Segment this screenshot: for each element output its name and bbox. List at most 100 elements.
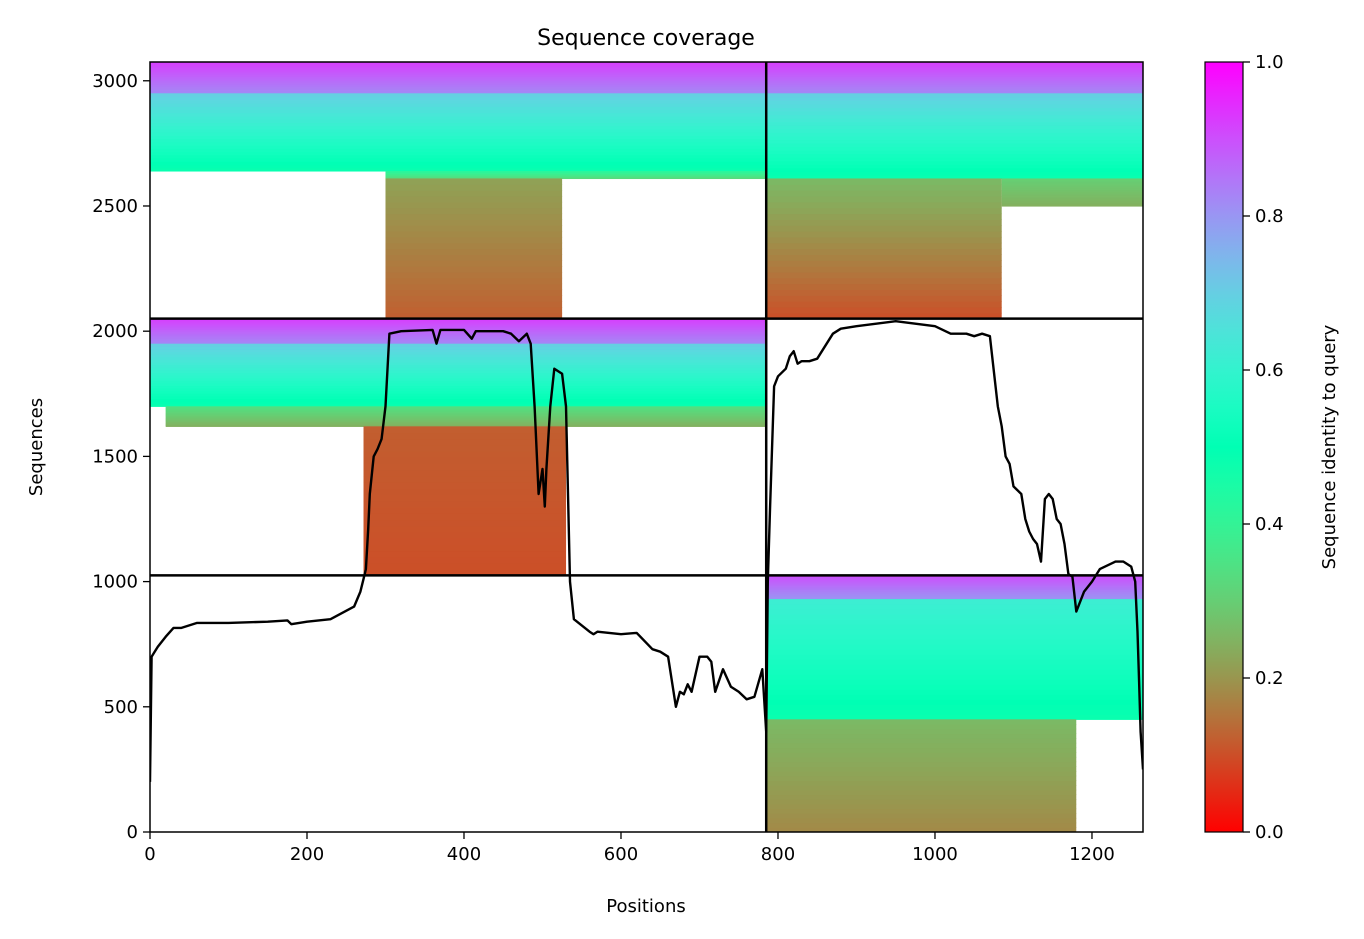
heatmap-band-middle-left — [150, 321, 767, 324]
heatmap-band-middle-left — [150, 340, 767, 343]
heatmap-band-top-left — [150, 112, 767, 117]
heatmap-band-middle-left — [363, 550, 567, 558]
heatmap-band-bottom-right — [766, 654, 1143, 660]
y-tick-label: 500 — [104, 697, 138, 718]
heatmap-band-top-right — [1001, 193, 1143, 196]
colorbar: 0.0 0.2 0.4 0.6 0.8 1.0 Sequence identity to … — [1204, 52, 1340, 843]
heatmap-band-top-right — [1001, 197, 1143, 200]
heatmap-band-top-left — [385, 312, 563, 320]
heatmap-band-middle-left — [150, 331, 767, 333]
heatmap-bands — [150, 62, 1143, 832]
heatmap-band-top-right — [766, 114, 1143, 119]
heatmap-band-top-left — [150, 109, 767, 114]
heatmap-band-middle-left — [363, 426, 567, 434]
heatmap-band-top-right — [766, 195, 1002, 203]
heatmap-band-top-left — [150, 96, 767, 101]
heatmap-band-middle-left — [165, 425, 767, 427]
heatmap-band-top-right — [766, 283, 1002, 291]
heatmap-band-top-right — [766, 289, 1002, 296]
colorbar-tick-label: 0.6 — [1255, 360, 1284, 381]
heatmap-band-bottom-right — [766, 799, 1077, 805]
heatmap-band-top-left — [150, 138, 767, 143]
heatmap-band-middle-left — [165, 420, 767, 422]
heatmap-band-middle-left — [165, 413, 767, 416]
heatmap-band-bottom-right — [766, 590, 1143, 592]
heatmap-band-top-right — [766, 76, 1143, 79]
heatmap-band-bottom-right — [766, 770, 1077, 777]
heatmap-band-middle-left — [150, 348, 767, 353]
heatmap-band-top-right — [766, 96, 1143, 101]
heatmap-band-bottom-right — [766, 576, 1143, 578]
heatmap-band-top-right — [1001, 178, 1143, 181]
heatmap-band-top-right — [766, 93, 1143, 98]
heatmap-band-top-left — [385, 231, 563, 238]
heatmap-band-bottom-right — [766, 709, 1143, 715]
colorbar-tick-label: 0.4 — [1255, 514, 1284, 535]
heatmap-band-top-right — [1001, 194, 1143, 197]
heatmap-band-bottom-right — [766, 591, 1143, 593]
heatmap-band-top-right — [766, 85, 1143, 88]
heatmap-band-middle-left — [150, 354, 767, 358]
heatmap-band-top-right — [766, 271, 1002, 279]
heatmap-band-bottom-right — [766, 742, 1077, 749]
heatmap-band-bottom-right — [766, 704, 1143, 710]
heatmap-band-top-right — [1001, 186, 1143, 189]
heatmap-band-middle-left — [363, 538, 567, 545]
heatmap-band-top-left — [150, 62, 767, 64]
heatmap-band-top-left — [150, 103, 767, 107]
heatmap-band-top-right — [766, 160, 1143, 165]
coverage-line — [150, 320, 1143, 782]
colorbar-gradient — [1204, 61, 1244, 833]
heatmap-band-middle-left — [150, 351, 767, 355]
heatmap-band-top-right — [766, 236, 1002, 244]
heatmap-band-top-left — [150, 132, 767, 136]
heatmap-band-middle-left — [165, 419, 767, 422]
heatmap-band-middle-left — [150, 337, 767, 340]
heatmap-band-bottom-right — [766, 577, 1143, 579]
heatmap-band-bottom-right — [766, 596, 1143, 598]
heatmap-band-top-right — [766, 142, 1143, 148]
heatmap-band-top-right — [766, 78, 1143, 81]
heatmap-band-bottom-right — [766, 669, 1143, 675]
heatmap-band-top-left — [150, 151, 767, 156]
heatmap-band-bottom-right — [766, 634, 1143, 640]
heatmap-band-top-right — [766, 128, 1143, 133]
plot-frame — [149, 61, 1144, 833]
heatmap-band-middle-left — [150, 403, 767, 407]
heatmap-band-bottom-right — [766, 719, 1077, 725]
heatmap-band-top-left — [150, 71, 767, 74]
heatmap-band-top-left — [385, 271, 563, 279]
heatmap-band-bottom-right — [766, 580, 1143, 582]
heatmap-band-bottom-right — [766, 592, 1143, 594]
y-axis-ticks: 0 500 1000 1500 2000 2500 3000 — [92, 71, 150, 843]
heatmap-band-middle-left — [150, 324, 767, 327]
heatmap-band-middle-left — [165, 416, 767, 418]
heatmap-band-top-right — [1001, 192, 1143, 194]
heatmap-band-top-right — [766, 219, 1002, 226]
heatmap-band-middle-left — [165, 412, 767, 414]
heatmap-band-middle-left — [165, 418, 767, 421]
coverage-line-layer — [150, 320, 1143, 782]
heatmap-band-top-left — [150, 75, 767, 77]
heatmap-band-bottom-right — [766, 649, 1143, 655]
heatmap-band-middle-left — [363, 488, 567, 496]
heatmap-band-middle-left — [363, 525, 567, 533]
heatmap-band-top-right — [766, 190, 1002, 197]
heatmap-band-middle-left — [150, 323, 767, 326]
heatmap-band-bottom-right — [766, 813, 1077, 819]
heatmap-band-middle-left — [150, 319, 767, 322]
heatmap-band-bottom-right — [766, 803, 1077, 810]
heatmap-band-top-left — [150, 82, 767, 85]
heatmap-band-top-right — [766, 111, 1143, 116]
heatmap-band-middle-left — [165, 422, 767, 424]
heatmap-band-middle-left — [150, 398, 767, 402]
heatmap-band-bottom-right — [766, 578, 1143, 580]
heatmap-band-top-left — [150, 73, 767, 76]
colorbar-ticks: 0.0 0.2 0.4 0.6 0.8 1.0 — [1243, 52, 1284, 843]
heatmap-band-top-left — [150, 115, 767, 120]
heatmap-band-middle-left — [150, 375, 767, 379]
heatmap-band-top-left — [385, 242, 563, 250]
heatmap-band-top-left — [385, 190, 563, 197]
heatmap-band-top-right — [766, 71, 1143, 74]
heatmap-band-top-left — [150, 148, 767, 153]
